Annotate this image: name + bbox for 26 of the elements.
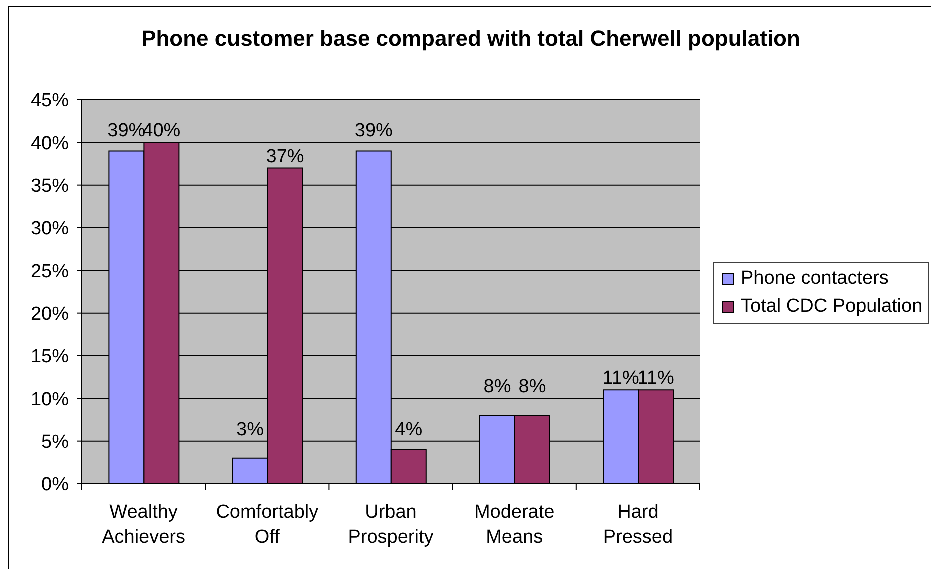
x-tick-label: Urban Prosperity [348, 502, 434, 548]
data-label: 4% [395, 419, 423, 440]
chart-title: Phone customer base compared with total Cherwell population [140, 26, 802, 52]
data-label: 8% [484, 376, 512, 398]
data-label: 3% [236, 419, 264, 440]
y-tick-label: 10% [30, 389, 70, 410]
legend-label: Phone contacters [741, 268, 889, 290]
x-tick-label: Hard Pressed [603, 502, 674, 548]
x-tick-label: Wealthy Achievers [102, 502, 186, 548]
data-label: 39% [354, 120, 394, 142]
data-label: 37% [266, 146, 304, 168]
y-tick-label: 0% [42, 474, 70, 496]
y-tick-label: 15% [30, 346, 70, 368]
y-tick-label: 5% [42, 432, 70, 454]
y-tick-label: 30% [30, 218, 70, 240]
y-tick-label: 20% [30, 304, 70, 326]
legend-label: Total CDC Population [741, 296, 923, 318]
y-tick-label: 25% [30, 261, 70, 282]
data-label: 8% [518, 376, 546, 398]
data-label: 11% [602, 368, 640, 390]
y-tick-label: 45% [30, 90, 70, 112]
data-label: 11% [638, 368, 675, 390]
x-tick-label: Comfortably Off [216, 502, 320, 548]
y-tick-label: 35% [30, 176, 70, 198]
x-tick-label: Moderate Means [474, 502, 555, 548]
y-tick-label: 40% [30, 133, 70, 154]
